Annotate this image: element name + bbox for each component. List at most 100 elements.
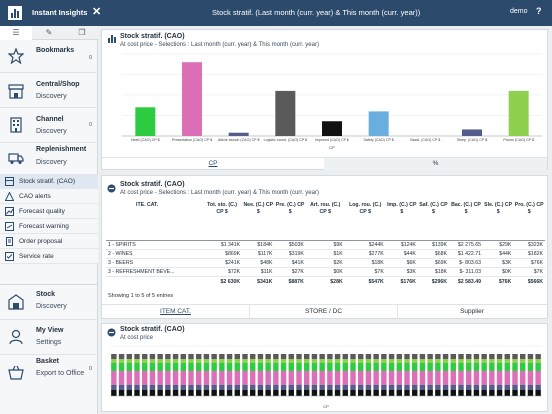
bar-segment [512, 354, 518, 359]
document-icon [6, 237, 13, 246]
top-bar: Instant Insights ✕ Stock stratif. (Last … [0, 0, 552, 26]
table-row[interactable]: 2 - WINES $869K $117K $319K $1K $277K $4… [106, 249, 545, 259]
table-cell: $2K [305, 258, 345, 268]
bar-segment [365, 385, 372, 390]
submenu-item-service-rate[interactable]: Service rate [0, 249, 98, 264]
column-header[interactable]: Pro. (C.) CP $ [513, 202, 545, 241]
bar-segment [149, 359, 156, 363]
column-header[interactable]: Saf. (C.) CP $ [417, 202, 450, 241]
column-header[interactable]: Art. rou. (C.) CP $ [305, 202, 345, 241]
table-row[interactable]: 3 - REFRESHMENT BEVE... $72K $11K $27K $… [106, 267, 545, 277]
bar-segment [334, 354, 341, 359]
bar-segment [118, 385, 125, 390]
bar-segment [118, 363, 125, 371]
bar-segment [250, 371, 256, 385]
submenu-item-forecast-quality[interactable]: Forecast quality [0, 204, 98, 219]
bar-segment [311, 359, 318, 363]
column-header[interactable]: Sle. (C.) CP $ [483, 202, 514, 241]
sidebar-item-channel[interactable]: Channel Discovery 0 [0, 109, 98, 143]
tab-cp[interactable]: CP [208, 160, 218, 167]
column-header[interactable]: Imp. (C.) CP $ [385, 202, 418, 241]
table-cell: $1K [305, 249, 345, 259]
bar-segment [358, 390, 364, 396]
bar-segment [504, 354, 510, 359]
submenu-item-cao-alerts[interactable]: CAO alerts [0, 189, 98, 204]
submenu-item-order-proposal[interactable]: Order proposal [0, 234, 98, 249]
sidebar-item-basket[interactable]: Basket Export to Office 0 [0, 356, 98, 392]
bar-segment [118, 359, 125, 363]
bar-segment [381, 390, 387, 396]
bar-segment [512, 390, 518, 396]
tab-supplier[interactable]: Supplier [460, 308, 484, 315]
table-row[interactable]: 3 - BEERS $241K $48K $41K $2K $18K $6K $… [106, 258, 545, 268]
bar-segment [442, 354, 449, 359]
bar-segment [388, 371, 395, 385]
bar-segment [419, 359, 426, 363]
collapse-icon[interactable] [107, 328, 116, 337]
copy-icon[interactable]: ❐ [78, 28, 86, 37]
submenu-label: CAO alerts [19, 193, 51, 200]
data-table: ITE. CAT. Tot. sto. (C.) CP $ Nee. (C.) … [106, 202, 545, 288]
column-header[interactable]: Pre. (C.) CP $ [274, 202, 306, 241]
bar-segment [489, 390, 495, 396]
help-icon[interactable]: ? [536, 6, 542, 16]
bar-segment [319, 385, 325, 390]
table-row[interactable]: 1 - SPIRITS $1 341K $184K $503K $9K $244… [106, 240, 545, 250]
bar-segment [165, 390, 171, 396]
bar-segment [458, 354, 464, 359]
tab-percent[interactable]: % [324, 158, 547, 170]
bar-segment [350, 354, 356, 359]
tab-store-dc[interactable]: STORE / DC [250, 305, 398, 319]
column-header[interactable]: Tot. sto. (C.) CP $ [202, 202, 243, 241]
bar-segment [496, 363, 503, 371]
bar-segment [450, 385, 456, 390]
bar-segment [412, 390, 418, 396]
table-cell: $869K [202, 249, 243, 259]
table-cell: $72K [202, 267, 243, 277]
bar-segment [242, 354, 248, 359]
submenu-item-forecast-warning[interactable]: Forecast warning [0, 219, 98, 234]
tick-label: Imposed (CAO) CP $ [315, 138, 349, 142]
tab-item-cat[interactable]: ITEM CAT. [102, 305, 250, 319]
bar-segment [373, 359, 379, 363]
submenu-item-stock-stratif[interactable]: Stock stratif. (CAO) [0, 174, 98, 189]
sidebar-item-bookmarks[interactable]: Bookmarks 0 [0, 41, 98, 73]
bar-segment [265, 354, 271, 359]
column-header[interactable]: Log. rou. (C.) CP $ [344, 202, 386, 241]
bar-segment [435, 385, 441, 390]
bar-segment [473, 354, 480, 359]
bar-segment [226, 363, 233, 371]
sidebar-item-label: Bookmarks [36, 47, 75, 54]
bar-segment [273, 359, 279, 363]
bar-segment [365, 359, 372, 363]
collapse-icon[interactable] [107, 184, 116, 193]
bar-segment [319, 390, 325, 396]
sidebar-item-stock[interactable]: Stock Discovery [0, 284, 98, 320]
close-icon[interactable]: ✕ [92, 6, 102, 18]
column-header[interactable]: ITE. CAT. [106, 202, 202, 241]
bar-segment [157, 385, 163, 390]
bar-segment [404, 363, 410, 371]
column-header[interactable]: Nee. (C.) CP $ [242, 202, 275, 241]
bar-segment [381, 359, 387, 363]
edit-icon[interactable]: ✎ [45, 28, 53, 37]
column-header[interactable]: Bac. (C.) CP $ [449, 202, 483, 241]
user-name[interactable]: demo [510, 8, 528, 15]
bar-segment [196, 371, 202, 385]
bar-segment [203, 359, 210, 363]
list-icon[interactable]: ☰ [0, 26, 32, 40]
bar-segment [203, 354, 210, 359]
bar-segment [234, 359, 240, 363]
bar-segment [520, 371, 526, 385]
bar-segment [196, 385, 202, 390]
bar-segment [512, 371, 518, 385]
bar-segment [458, 390, 464, 396]
bar-segment [404, 359, 410, 363]
sidebar-item-replenishment[interactable]: Replenishment Discovery [0, 144, 98, 174]
sidebar-item-my-view[interactable]: My View Settings [0, 321, 98, 355]
sidebar-item-central-shop[interactable]: Central/Shop Discovery [0, 74, 98, 108]
bar-segment [126, 371, 132, 385]
bar-segment [327, 390, 333, 396]
bar-chart-icon [108, 35, 116, 43]
bar-chart-icon[interactable] [8, 6, 22, 20]
